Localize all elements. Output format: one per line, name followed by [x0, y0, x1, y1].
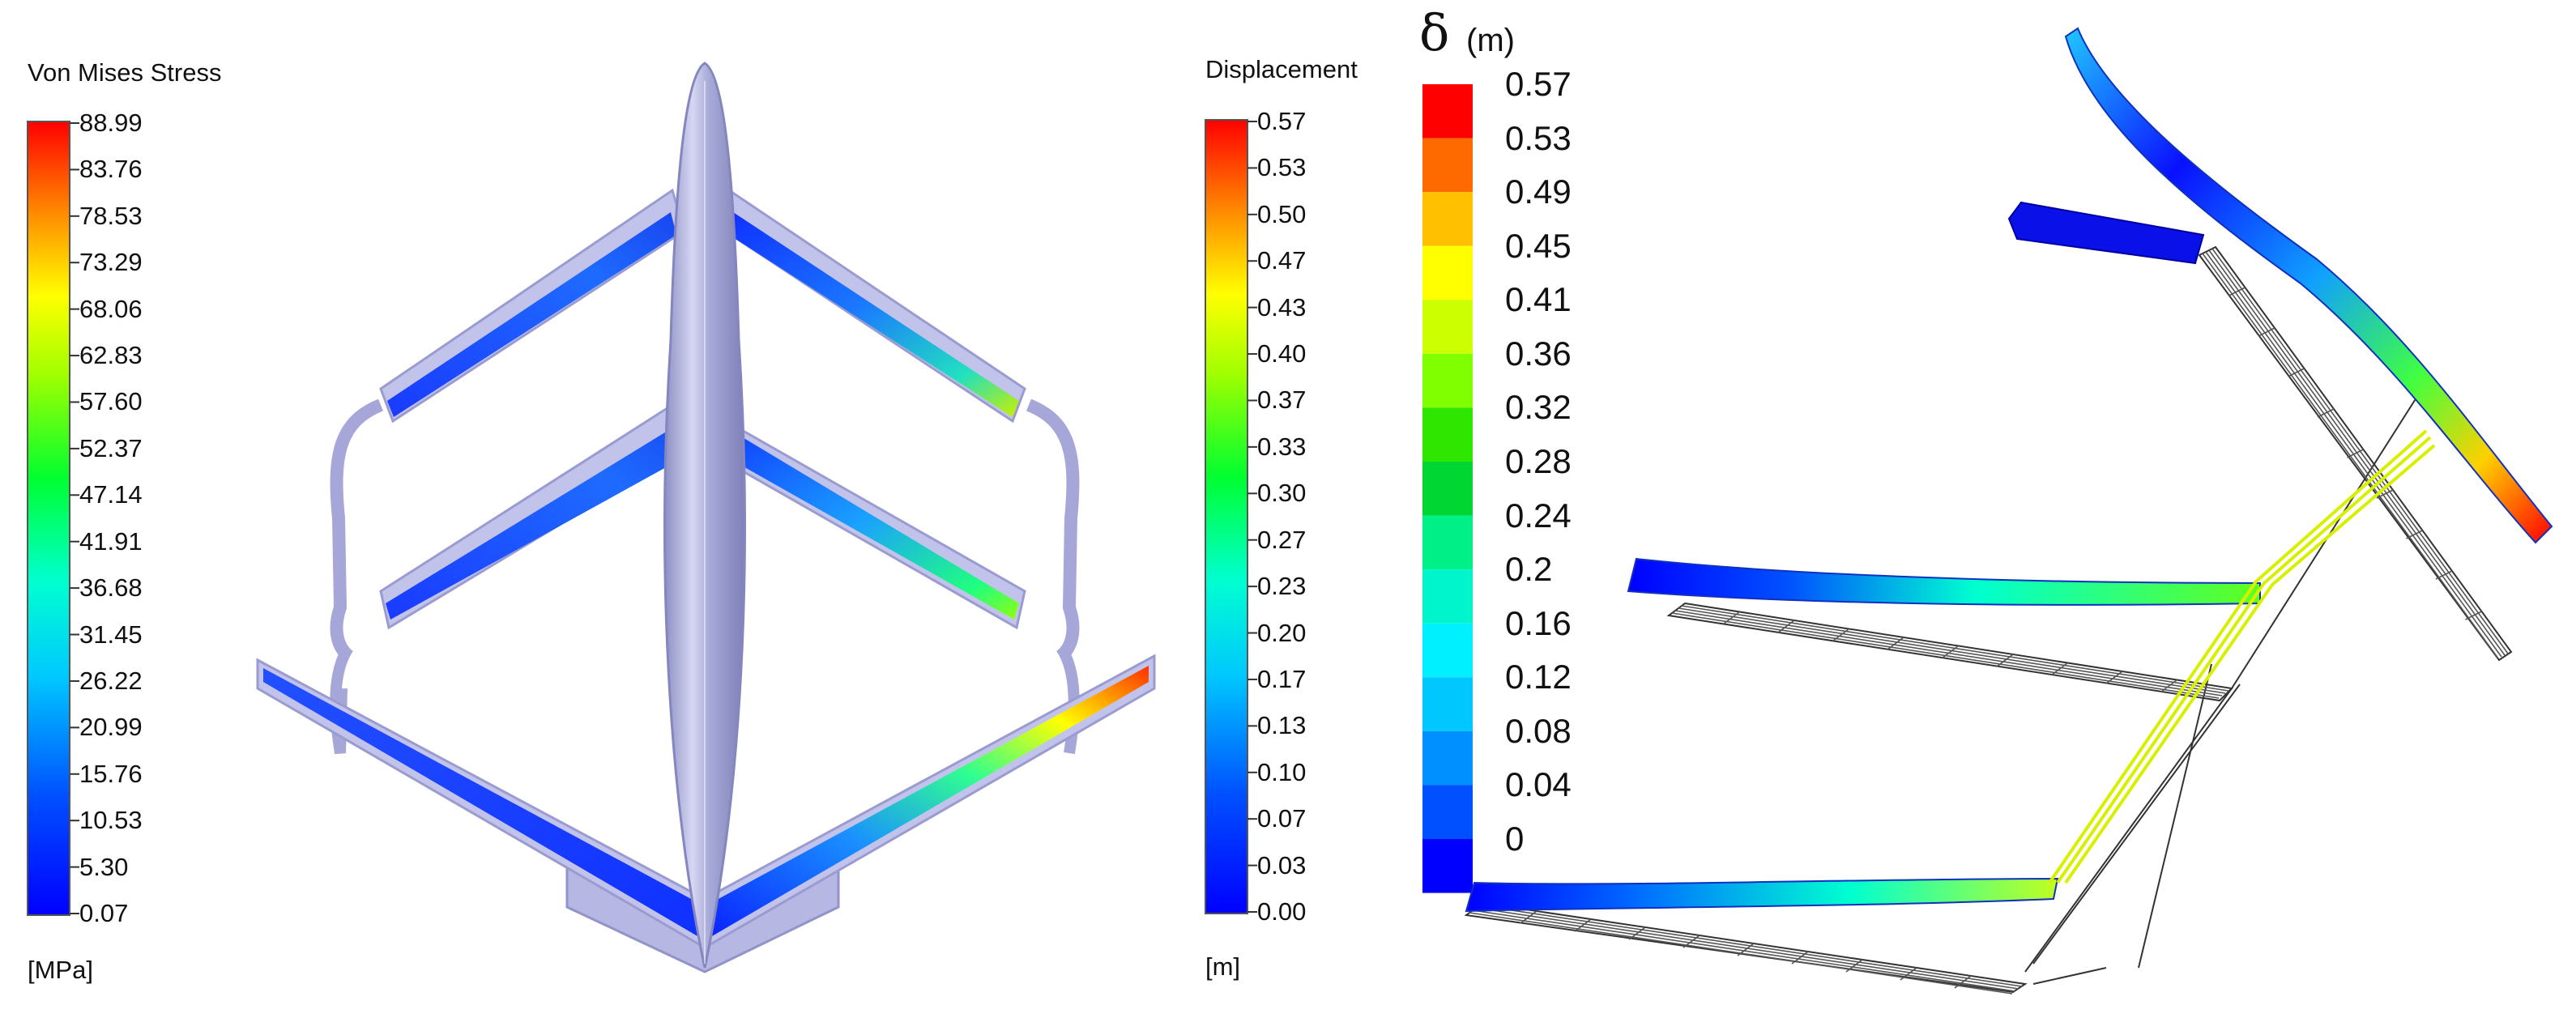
delta-tick-label: 0.45: [1505, 226, 1572, 265]
wireframe-spar: [2211, 248, 2509, 654]
legend_stress-tick-label: 0.07: [79, 899, 129, 927]
delta-tick-label: 0.32: [1505, 388, 1572, 427]
legend_disp-tick-label: 0.00: [1257, 897, 1307, 926]
legend_stress-tick-label: 62.83: [79, 341, 143, 370]
stress-legend-unit: [MPa]: [28, 956, 93, 984]
delta-legend: [1422, 84, 1473, 893]
legend_disp-tick-label: 0.10: [1257, 757, 1307, 786]
delta-band: [1422, 515, 1473, 570]
delta-tick-label: 0.36: [1505, 334, 1572, 373]
delta-tick-label: 0.49: [1505, 173, 1572, 211]
legend_disp-tick-label: 0.13: [1257, 711, 1307, 740]
wireframe-spar: [1674, 610, 2223, 696]
delta-tick-label: 0.53: [1505, 118, 1572, 157]
wireframe-spar: [1681, 605, 2229, 692]
delta-band: [1422, 138, 1473, 193]
delta-symbol: δ: [1419, 3, 1450, 62]
delta-tick-label: 0.04: [1505, 765, 1572, 804]
legend_disp-tick-label: 0.20: [1257, 618, 1307, 647]
delta-tick-label: 0.2: [1505, 550, 1553, 589]
legend_disp-tick-label: 0.40: [1257, 339, 1307, 368]
legend_stress-tick-label: 41.91: [79, 526, 143, 556]
legend_stress-tick-label: 78.53: [79, 201, 143, 230]
legend_stress-tick-label: 73.29: [79, 248, 143, 277]
legend_stress-tick-label: 52.37: [79, 433, 143, 462]
legend_stress-tick-label: 26.22: [79, 666, 143, 695]
delta-band: [1422, 84, 1473, 138]
delta-tick-label: 0.24: [1505, 496, 1572, 535]
delta-band: [1422, 569, 1473, 624]
delta-band: [1422, 245, 1473, 300]
delta-tick-label: 0: [1505, 820, 1525, 858]
wireframe-spar: [1472, 909, 2016, 992]
displacement-legend-unit: [m]: [1205, 952, 1241, 981]
legend_disp-tick-label: 0.57: [1257, 107, 1307, 135]
legend_stress-tick-label: 10.53: [79, 806, 143, 835]
deformation-view: [1464, 27, 2553, 995]
delta-tick-label: 0.28: [1505, 442, 1572, 480]
legend_stress-tick-label: 15.76: [79, 759, 143, 788]
legend_disp-tick-label: 0.53: [1257, 153, 1307, 182]
legend_disp-tick-label: 0.50: [1257, 199, 1307, 228]
delta-band: [1422, 730, 1473, 786]
legend_stress-tick-label: 83.76: [79, 155, 143, 184]
delta-unit: (m): [1466, 23, 1515, 58]
legend_stress-tick-label: 88.99: [79, 109, 143, 137]
wireframe-spar: [1671, 612, 2220, 699]
delta-tick-label: 0.57: [1505, 65, 1572, 103]
legend_disp-tick-label: 0.30: [1257, 479, 1307, 508]
legend_stress-tick-label: 20.99: [79, 713, 143, 742]
legend_stress-tick-label: 68.06: [79, 294, 143, 323]
delta-tick-label: 0.12: [1505, 658, 1572, 696]
delta-tick-label: 0.08: [1505, 711, 1572, 750]
wireframe-spar: [2205, 251, 2502, 658]
delta-tick-label: 0.16: [1505, 603, 1572, 642]
delta-band: [1422, 839, 1473, 893]
legend_stress-tick-label: 47.14: [79, 480, 143, 509]
legend_disp-tick-label: 0.07: [1257, 804, 1307, 833]
stress-legend-title: Von Mises Stress: [28, 58, 222, 87]
legend_disp-tick-label: 0.23: [1257, 572, 1307, 601]
stress-colorbar: [27, 121, 79, 916]
delta-band: [1422, 192, 1473, 246]
legend_disp-tick-label: 0.37: [1257, 385, 1307, 415]
delta-band: [1422, 407, 1473, 462]
delta-band: [1422, 677, 1473, 731]
delta-band: [1422, 462, 1473, 516]
displacement-colorbar: [1205, 119, 1257, 914]
delta-band: [1422, 623, 1473, 678]
wireframe-spar: [2208, 249, 2506, 656]
legend_disp-tick-label: 0.43: [1257, 292, 1307, 322]
aircraft-stress-model: [256, 62, 1156, 973]
delta-band: [1422, 785, 1473, 839]
wireframe-spar: [2202, 253, 2499, 659]
delta-tick-label: 0.41: [1505, 280, 1572, 319]
legend_stress-tick-label: 31.45: [79, 620, 143, 649]
wireframe-spar: [1469, 912, 2013, 995]
legend_disp-tick-label: 0.47: [1257, 246, 1307, 275]
legend_disp-tick-label: 0.17: [1257, 664, 1307, 693]
delta-band: [1422, 353, 1473, 408]
legend_disp-tick-label: 0.03: [1257, 850, 1307, 880]
legend_disp-tick-label: 0.27: [1257, 525, 1307, 554]
wireframe-spar: [1475, 907, 2019, 990]
wireframe-spar: [1678, 607, 2226, 694]
delta-band: [1422, 300, 1473, 354]
wireframe-spar: [1478, 905, 2023, 987]
legend_disp-tick-label: 0.33: [1257, 432, 1307, 461]
displacement-legend-title: Displacement: [1205, 55, 1358, 83]
legend_stress-tick-label: 36.68: [79, 573, 143, 603]
legend_stress-tick-label: 57.60: [79, 387, 143, 416]
legend_stress-tick-label: 5.30: [79, 852, 129, 881]
